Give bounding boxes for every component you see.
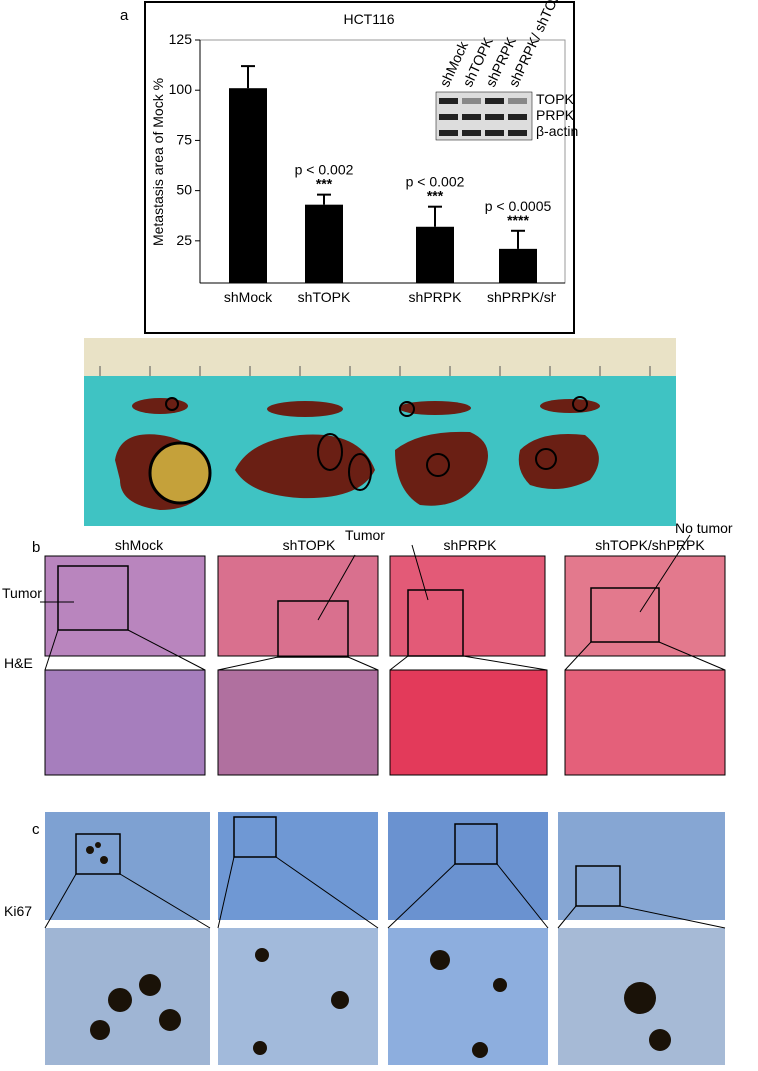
x-tick-label: shPRPK (408, 289, 462, 305)
x-tick-label-box: shPRPK (408, 289, 462, 305)
blot-band (485, 130, 504, 136)
x-tick-label: shMock (223, 289, 273, 305)
column-header: shTOPK (283, 537, 336, 553)
column-header: shMock (115, 537, 164, 553)
annotation: Tumor (345, 527, 385, 543)
he-images (40, 534, 726, 776)
column-header: shPRPK (444, 537, 498, 553)
blot-label: β-actin (536, 123, 578, 139)
x-tick-label: shPRPK/shTOPK (487, 289, 556, 305)
x-tick-label-box: shTOPK (297, 289, 351, 305)
blot-band (439, 114, 458, 120)
x-tick-label: shTOPK (297, 289, 351, 305)
organ-photo (84, 338, 676, 526)
blot-label: PRPK (536, 107, 575, 123)
blot-band (462, 130, 481, 136)
stain-label: H&E (4, 655, 33, 671)
ki67-images (44, 812, 726, 1065)
blot-band (462, 98, 481, 104)
blot-band (439, 98, 458, 104)
panel-label: a (120, 7, 129, 24)
y-tick-label: 25 (176, 232, 192, 248)
blot-band (462, 114, 481, 120)
chart-title: HCT116 (343, 11, 394, 27)
p-value: p < 0.002 (406, 174, 465, 190)
y-tick-label: 75 (176, 131, 192, 147)
significance: *** (427, 188, 444, 204)
y-tick-label: 125 (169, 31, 193, 47)
p-value: p < 0.002 (295, 162, 354, 178)
bar (305, 204, 343, 283)
blot-label: TOPK (536, 91, 575, 107)
x-tick-label-box: shMock (223, 289, 273, 305)
significance: **** (507, 212, 529, 228)
y-tick-label: 100 (169, 81, 193, 97)
blot-band (485, 98, 504, 104)
p-value: p < 0.0005 (485, 198, 552, 214)
bar (499, 248, 537, 283)
annotation: No tumor (675, 520, 733, 536)
y-tick-label: 50 (176, 182, 192, 198)
significance: *** (316, 176, 333, 192)
blot-band (508, 114, 527, 120)
stain-label: Ki67 (4, 903, 32, 919)
blot-band (508, 98, 527, 104)
panel-label: c (32, 821, 40, 838)
column-header: shTOPK/shPRPK (595, 537, 705, 553)
bar (416, 226, 454, 283)
blot-band (485, 114, 504, 120)
blot-band (439, 130, 458, 136)
y-axis-label: Metastasis area of Mock % (150, 78, 166, 246)
bar (229, 88, 267, 283)
blot-band (508, 130, 527, 136)
annotation: Tumor (2, 585, 42, 601)
panel-label: b (32, 539, 40, 556)
x-tick-label-box: shPRPK/shTOPK (487, 289, 556, 305)
